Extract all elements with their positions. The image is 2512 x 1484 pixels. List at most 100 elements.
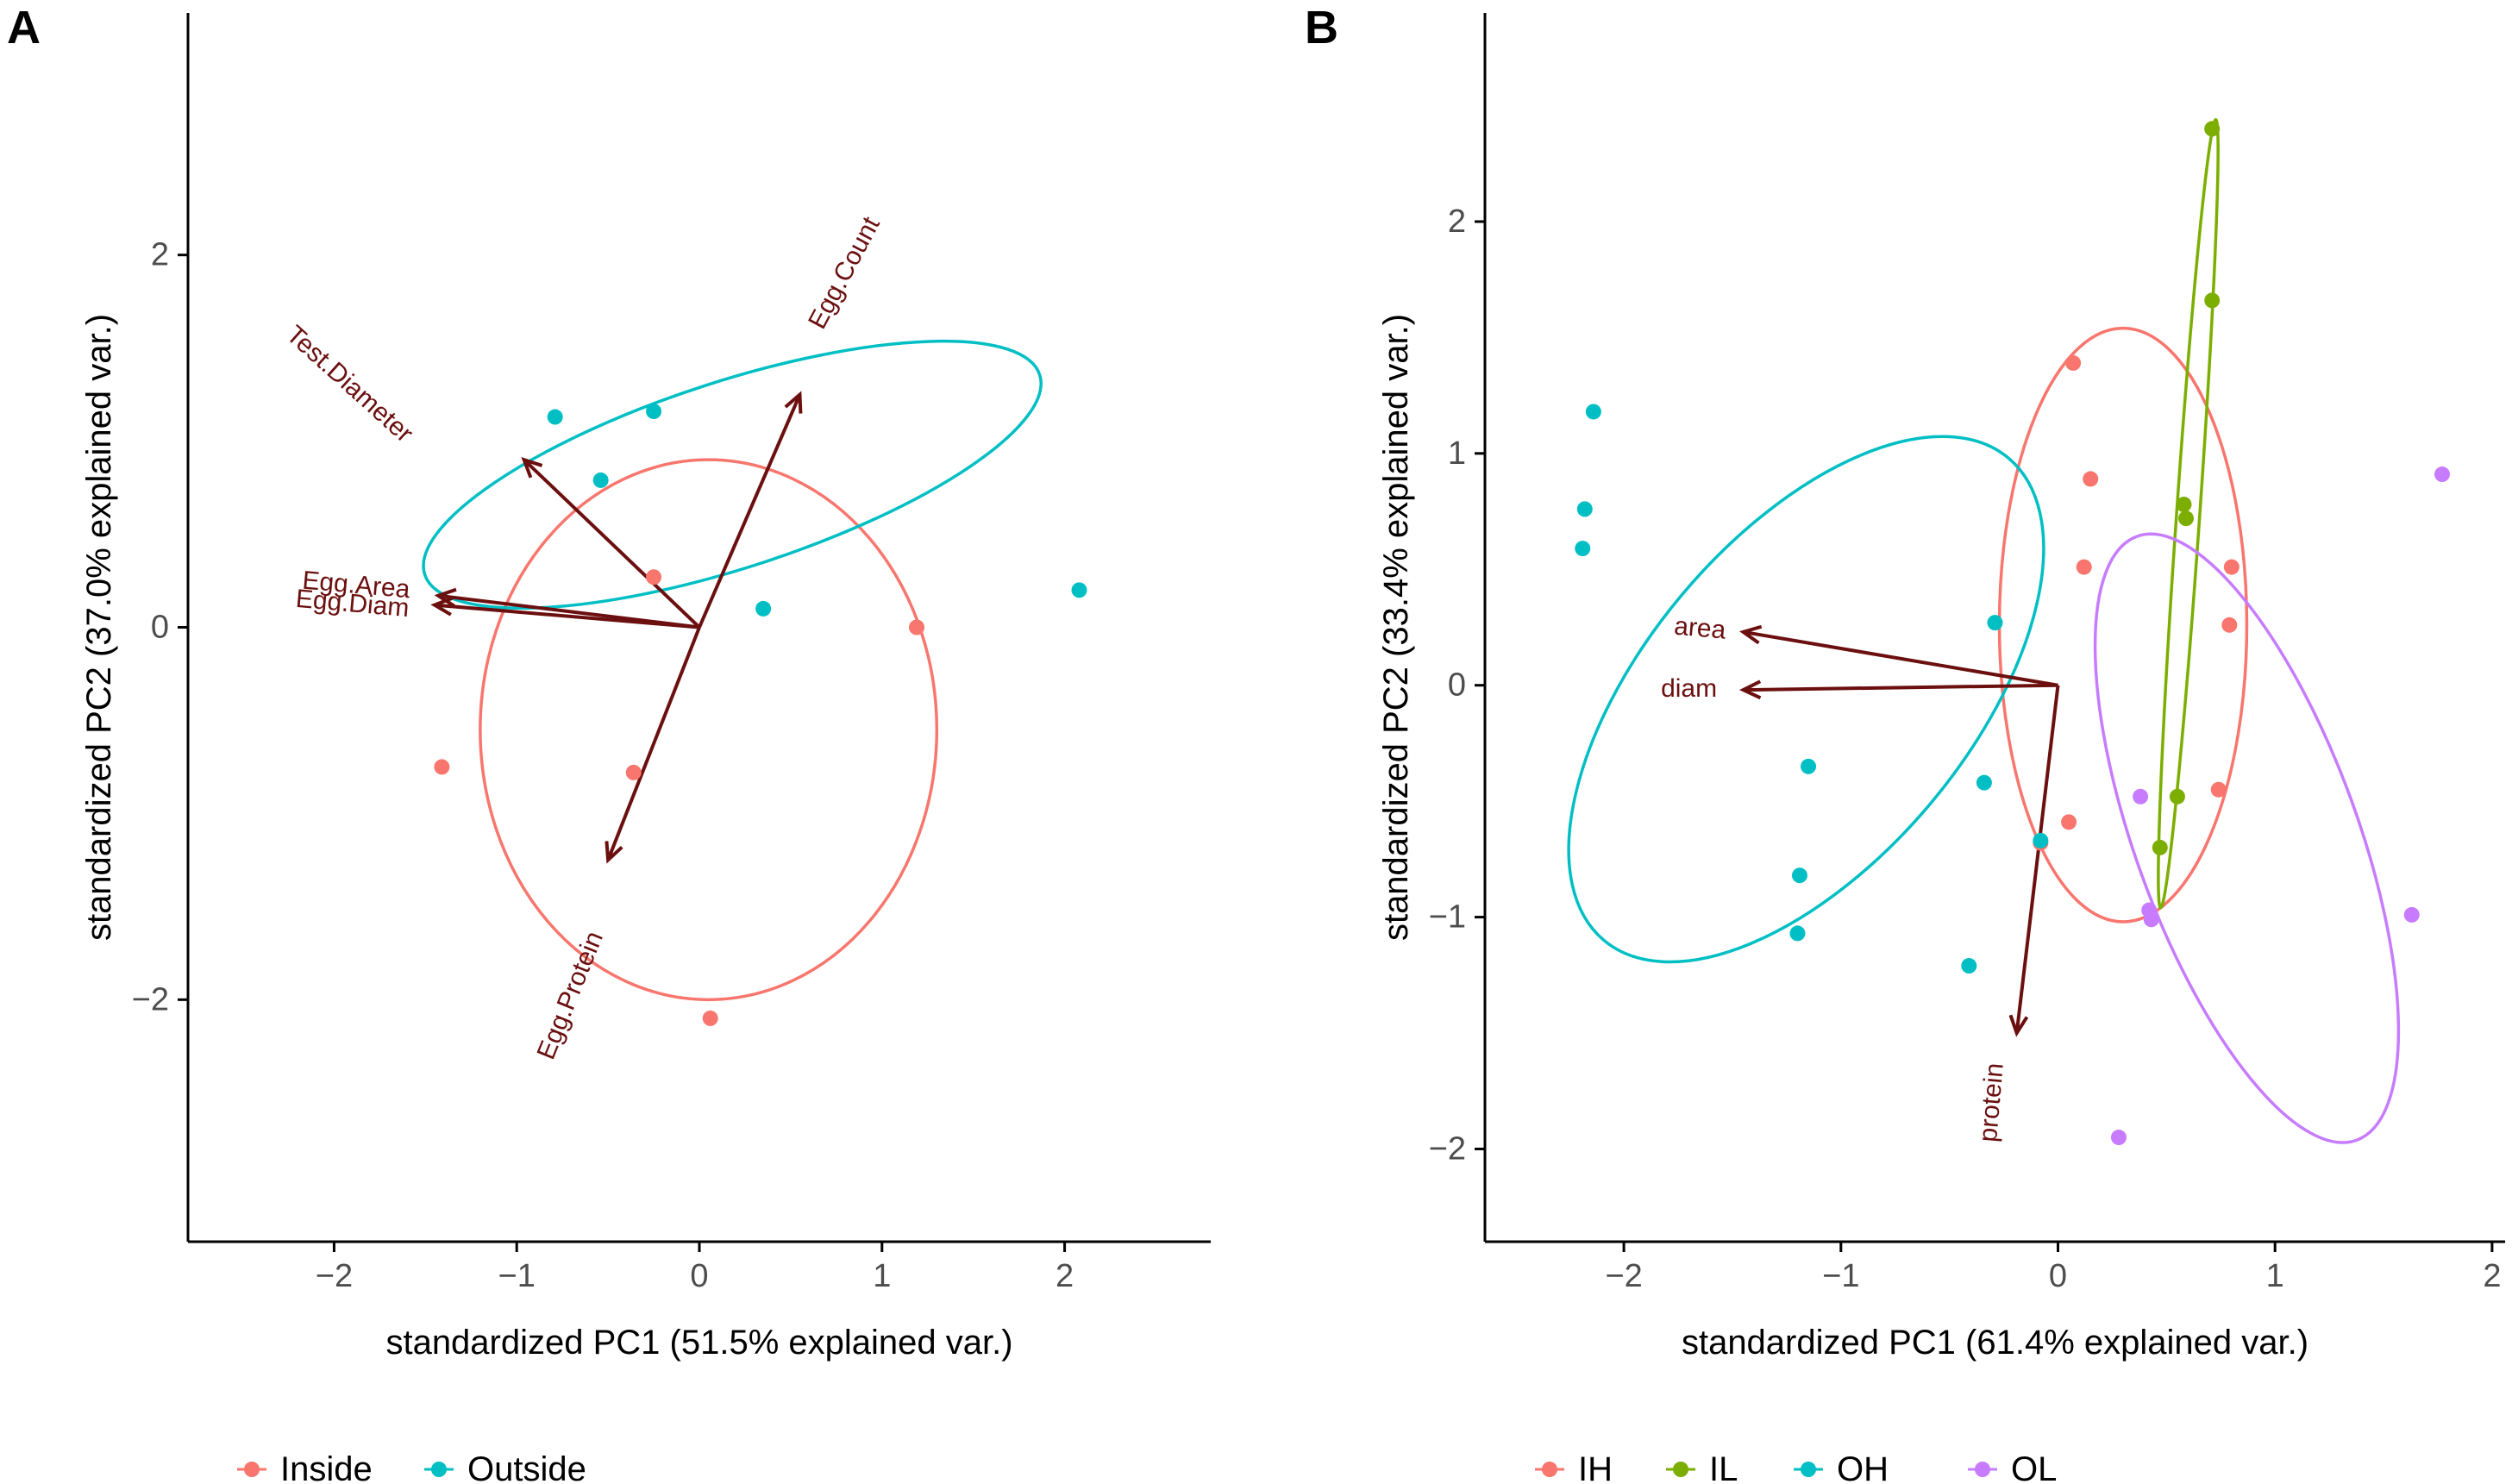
legend-label-ol: OL (2011, 1450, 2057, 1484)
panel-a-loading-arrowhead-egg-protein (605, 841, 623, 864)
panel-a-x-axis-title: standardized PC1 (51.5% explained var.) (385, 1324, 1012, 1362)
panel-b-point-oh-7 (1791, 867, 1807, 884)
panel-b-point-oh-8 (1789, 925, 1806, 942)
panel-b-loading-label-diam: diam (1661, 674, 1717, 703)
panel-b-ellipse-ih (1997, 326, 2249, 924)
panel-a-loading-arrow-egg-protein (606, 626, 701, 861)
panel-a-y-tick-label-2: 2 (151, 237, 169, 273)
panel-b-x-tick-label--1: −1 (1822, 1258, 1859, 1294)
panel-b-point-il-3 (2176, 497, 2192, 512)
legend-key-dot-ol (1975, 1462, 1990, 1477)
panel-a-point-inside-5 (702, 1010, 718, 1026)
panel-b-loading-arrowhead-diam (1738, 679, 1762, 700)
panel-b-loading-label-protein: protein (1974, 1061, 2009, 1143)
panel-a-loading-arrowhead-egg-count (784, 391, 803, 414)
panel-a-y-axis-title: standardized PC2 (37.0% explained var.) (80, 314, 118, 941)
panel-b-y-tick-label-0: 0 (1448, 667, 1466, 704)
panel-a-x-tick-label-0: 0 (690, 1258, 708, 1294)
panel-a-loading-label-egg-count: Egg.Count (803, 212, 886, 334)
panel-a-point-outside-2 (646, 404, 662, 420)
panel-a-point-outside-1 (547, 409, 563, 425)
panel-b-x-tick-label-1: 1 (2266, 1258, 2284, 1294)
legend-label-oh: OH (1837, 1450, 1889, 1484)
legend-panel-a: Inside Outside (237, 1450, 586, 1484)
panel-b-x-tick-label--2: −2 (1605, 1258, 1642, 1294)
panel-b-point-ih-1 (2065, 354, 2082, 371)
panel-b-point-oh-9 (1961, 958, 1977, 974)
panel-b-point-ol-6 (2110, 1130, 2127, 1146)
legend-key-dot-ih (1542, 1462, 1557, 1477)
panel-a-y-tick-label--2: −2 (132, 981, 169, 1018)
panel-b-tag: B (1305, 2, 1338, 53)
panel-b-ellipse-il (2157, 118, 2220, 910)
panel-b-ellipse-oh (1567, 435, 2045, 964)
panel-b-point-ol-2 (2133, 788, 2149, 805)
panel-b-point-il-5 (2169, 788, 2185, 805)
panel-a-point-inside-3 (434, 759, 450, 775)
panel-a-loading-arrow-egg-diam (434, 603, 700, 629)
panel-b-point-il-2 (2204, 292, 2221, 309)
panel-b-ellipse-ol (2093, 532, 2401, 1144)
panel-b-x-tick-label-0: 0 (2049, 1258, 2067, 1294)
panel-b-loading-arrowhead-protein (2008, 1014, 2029, 1037)
legend-label-inside: Inside (280, 1450, 373, 1484)
panel-a-loading-label-test-diameter: Test.Diameter (281, 320, 419, 448)
panel-b-loading-label-area: area (1673, 612, 1727, 645)
panel-b-loading-arrow-diam (1743, 683, 2058, 692)
panel-a-x-tick-label-2: 2 (1056, 1258, 1074, 1294)
panel-a-y-tick-label-0: 0 (151, 610, 169, 646)
panel-b-point-oh-1 (1585, 404, 1601, 420)
panel-a-ellipse-inside (479, 458, 939, 1002)
panel-b-point-il-1 (2204, 121, 2221, 137)
panel-a-point-inside-1 (646, 569, 662, 585)
legend-panel-b: IH IL OH OL (1535, 1450, 2057, 1484)
panel-b-y-axis-title: standardized PC2 (33.4% explained var.) (1377, 314, 1415, 941)
panel-b-point-il-4 (2177, 510, 2194, 527)
panel-a-point-outside-3 (592, 472, 609, 488)
panel-a-loading-arrow-egg-count (698, 393, 802, 629)
panel-b-point-ih-5 (2221, 617, 2238, 633)
panel-a-point-inside-4 (625, 764, 642, 780)
panel-b-y-tick-label--2: −2 (1429, 1130, 1466, 1167)
panel-a-point-outside-5 (1071, 582, 1087, 598)
panel-b-point-oh-10 (2033, 832, 2049, 848)
panel-a-loading-arrowhead-egg-diam (430, 596, 454, 617)
panel-b-point-ih-3 (2076, 559, 2092, 575)
panel-b-point-oh-5 (1801, 758, 1817, 774)
panel-b-point-oh-4 (1987, 615, 2003, 631)
panel-a-tag: A (7, 2, 41, 53)
panel-a-loading-arrow-test-diameter (523, 458, 701, 629)
panel-b-point-ih-7 (2061, 814, 2077, 830)
panel-a-plot: Test.DiameterEgg.CountEgg.AreaEgg.DiamEg… (80, 13, 1211, 1362)
panel-a-x-tick-label--1: −1 (498, 1258, 536, 1294)
panel-b-point-ol-4 (2143, 911, 2159, 928)
panel-b-point-oh-6 (1976, 774, 1992, 791)
panel-b-point-il-6 (2152, 839, 2168, 855)
panel-b-y-tick-label-2: 2 (1448, 204, 1466, 240)
legend-key-dot-il (1673, 1462, 1688, 1477)
panel-a-x-tick-label-1: 1 (873, 1258, 891, 1294)
panel-b-point-ih-2 (2083, 471, 2099, 487)
panel-b-loading-arrow-protein (2014, 685, 2060, 1034)
panel-b-y-tick-label--1: −1 (1429, 899, 1466, 936)
panel-b-y-tick-label-1: 1 (1448, 435, 1466, 472)
panel-a-point-outside-4 (755, 600, 772, 617)
panel-b-point-ih-6 (2210, 781, 2227, 798)
panel-b-point-oh-2 (1576, 501, 1593, 517)
legend-key-dot-oh (1801, 1462, 1816, 1477)
panel-b-x-axis-title: standardized PC1 (61.4% explained var.) (1682, 1324, 2308, 1362)
legend-key-dot-inside (244, 1462, 260, 1477)
legend-label-il: IL (1709, 1450, 1738, 1484)
panel-a-x-tick-label--2: −2 (316, 1258, 353, 1294)
panel-a-loading-arrowhead-egg-area (434, 587, 457, 608)
panel-b-loading-arrow-area (1743, 629, 2058, 687)
panel-a-point-inside-2 (909, 619, 925, 636)
panel-b-x-tick-label-2: 2 (2483, 1258, 2501, 1294)
panel-b-plot: area diam protein −2 −1 0 1 2 −2 −1 0 1 2 standardize… (1377, 13, 2505, 1362)
legend-label-ih: IH (1578, 1450, 1613, 1484)
panel-a-ellipse-outside (422, 339, 1043, 610)
panel-b-point-ol-1 (2434, 466, 2451, 483)
panel-b-point-oh-3 (1575, 541, 1591, 557)
panel-b-point-ih-4 (2223, 559, 2240, 575)
